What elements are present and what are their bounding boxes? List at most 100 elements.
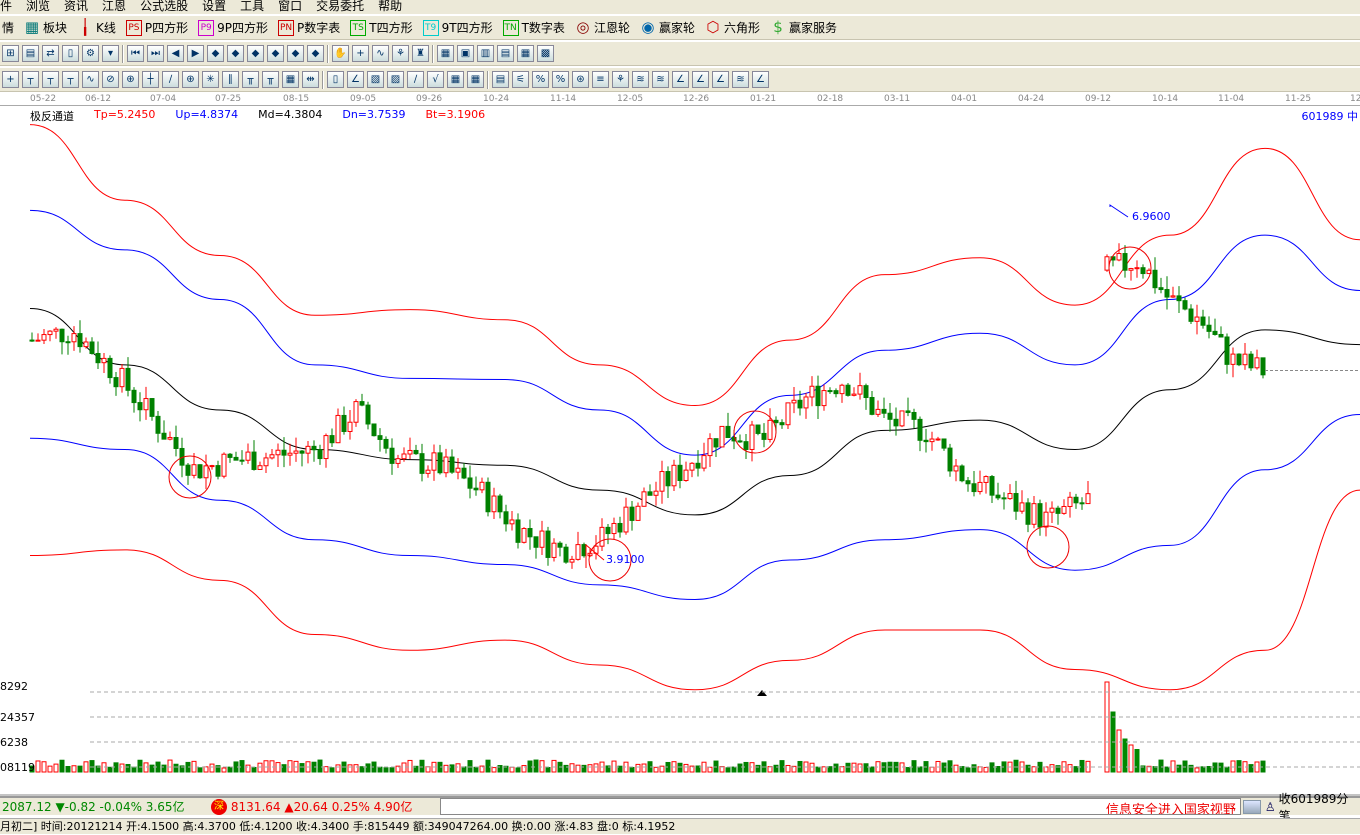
toolbar-item[interactable]: ⬡ 六角形 [705, 19, 760, 36]
tool-icon[interactable]: ⚘ [392, 45, 409, 62]
toolbar-item[interactable]: PN P数字表 [278, 19, 340, 36]
tool-icon[interactable]: ⚙ [82, 45, 99, 62]
tool-icon[interactable]: ∿ [372, 45, 389, 62]
tool-icon[interactable]: ∠ [672, 71, 689, 88]
tool-icon[interactable]: ⊛ [572, 71, 589, 88]
candle-body [275, 449, 281, 456]
tool-icon[interactable]: ∕ [162, 71, 179, 88]
tool-icon[interactable]: ◆ [207, 45, 224, 62]
tool-icon[interactable]: ▣ [457, 45, 474, 62]
menu-browse[interactable]: 浏览 [26, 0, 51, 13]
tool-icon[interactable]: ◆ [247, 45, 264, 62]
tool-icon[interactable]: ⇄ [42, 45, 59, 62]
tool-icon[interactable]: ⏮ [127, 45, 144, 62]
highlight-circle [588, 538, 632, 582]
tool-icon[interactable]: ≋ [732, 71, 749, 88]
tool-icon[interactable]: ♜ [412, 45, 429, 62]
tool-icon[interactable]: ∿ [82, 71, 99, 88]
toolbar-item[interactable]: ◎ 江恩轮 [575, 19, 630, 36]
scroll-button[interactable] [1242, 799, 1261, 814]
tool-icon[interactable]: ∠ [752, 71, 769, 88]
tool-icon[interactable]: ≡ [592, 71, 609, 88]
tool-icon[interactable]: ≋ [652, 71, 669, 88]
tool-icon[interactable]: ┬ [22, 71, 39, 88]
tool-icon[interactable]: ∠ [692, 71, 709, 88]
tool-icon[interactable]: ∥ [222, 71, 239, 88]
toolbar-item[interactable]: 情 [2, 19, 14, 36]
tool-icon[interactable]: ⚟ [512, 71, 529, 88]
tool-icon[interactable]: ◆ [227, 45, 244, 62]
toolbar-item-label: T数字表 [521, 21, 565, 35]
tool-icon[interactable]: ▦ [437, 45, 454, 62]
tool-icon[interactable]: ⊕ [122, 71, 139, 88]
tool-icon[interactable]: ▥ [477, 45, 494, 62]
tool-icon[interactable]: ⊕ [182, 71, 199, 88]
tool-icon[interactable]: ⇹ [302, 71, 319, 88]
tool-icon[interactable]: ◆ [267, 45, 284, 62]
tool-icon[interactable]: ◀ [167, 45, 184, 62]
volume-bar [1031, 766, 1037, 773]
shenzhen-index[interactable]: 8131.64 ▲20.64 0.25% 4.90亿 [230, 800, 413, 814]
shanghai-index[interactable]: 2087.12 ▼-0.82 -0.04% 3.65亿 [2, 800, 185, 814]
tool-icon[interactable]: ⊞ [2, 45, 19, 62]
tool-icon[interactable]: ▤ [492, 71, 509, 88]
menu-gann[interactable]: 江恩 [102, 0, 127, 13]
tool-icon[interactable]: ▧ [367, 71, 384, 88]
toolbar-item[interactable]: T9 9T四方形 [422, 19, 493, 36]
toolbar-item[interactable]: ╽ K线 [77, 19, 116, 36]
tool-icon[interactable]: ≋ [632, 71, 649, 88]
tool-icon[interactable]: % [552, 71, 569, 88]
toolbar-item[interactable]: P9 9P四方形 [198, 19, 268, 36]
menu-info[interactable]: 资讯 [64, 0, 89, 13]
tool-icon[interactable]: ▯ [62, 45, 79, 62]
tool-icon[interactable]: ⊘ [102, 71, 119, 88]
tool-icon[interactable]: ┬ [42, 71, 59, 88]
toolbar-item[interactable]: ◉ 赢家轮 [640, 19, 695, 36]
tool-icon[interactable]: ◆ [307, 45, 324, 62]
tool-icon[interactable]: ▶ [187, 45, 204, 62]
menu-tools[interactable]: 工具 [240, 0, 265, 13]
tool-icon[interactable]: + [352, 45, 369, 62]
news-ticker[interactable]: 信息安全进入国家视野 [439, 798, 1241, 815]
tool-icon[interactable]: ╥ [262, 71, 279, 88]
menu-trade[interactable]: 交易委托 [316, 0, 365, 13]
kline-chart[interactable]: 6.9600 3.9100 [0, 120, 1360, 796]
highlight-circle [1108, 246, 1152, 290]
menu-file[interactable]: 件 [0, 0, 13, 13]
tool-icon[interactable]: ▦ [282, 71, 299, 88]
tool-icon[interactable]: ✋ [332, 45, 349, 62]
toolbar-item[interactable]: TS T四方形 [350, 19, 413, 36]
tool-icon[interactable]: ▤ [22, 45, 39, 62]
tool-icon[interactable]: ▦ [447, 71, 464, 88]
tool-icon[interactable]: ▦ [467, 71, 484, 88]
tool-icon[interactable]: ⏭ [147, 45, 164, 62]
tool-icon[interactable]: ╥ [242, 71, 259, 88]
menu-formula[interactable]: 公式选股 [140, 0, 189, 13]
tool-icon[interactable]: + [2, 71, 19, 88]
toolbar-item[interactable]: ▦ 板块 [24, 19, 67, 36]
menu-settings[interactable]: 设置 [202, 0, 227, 13]
toolbar-item[interactable]: $ 赢家服务 [770, 19, 837, 36]
tool-icon[interactable]: ▯ [327, 71, 344, 88]
tool-icon[interactable]: % [532, 71, 549, 88]
tool-icon[interactable]: ◆ [287, 45, 304, 62]
tool-icon[interactable]: ∠ [712, 71, 729, 88]
tool-icon[interactable]: ┼ [142, 71, 159, 88]
tool-icon[interactable]: ▾ [102, 45, 119, 62]
tool-icon[interactable]: ∕ [407, 71, 424, 88]
tool-icon[interactable]: ┬ [62, 71, 79, 88]
tool-icon[interactable]: √ [427, 71, 444, 88]
toolbar-item[interactable]: TN T数字表 [502, 19, 565, 36]
menu-window[interactable]: 窗口 [278, 0, 303, 13]
tool-icon[interactable]: ▤ [497, 45, 514, 62]
toolbar-item[interactable]: PS P四方形 [125, 19, 188, 36]
tool-icon[interactable]: ▦ [517, 45, 534, 62]
tool-icon[interactable]: ▨ [387, 71, 404, 88]
menu-help[interactable]: 帮助 [378, 0, 403, 13]
candle-body [1158, 287, 1164, 291]
tool-icon[interactable]: ∠ [347, 71, 364, 88]
volume-bar [731, 766, 737, 773]
tool-icon[interactable]: ▩ [537, 45, 554, 62]
tool-icon[interactable]: ✳ [202, 71, 219, 88]
tool-icon[interactable]: ⚘ [612, 71, 629, 88]
